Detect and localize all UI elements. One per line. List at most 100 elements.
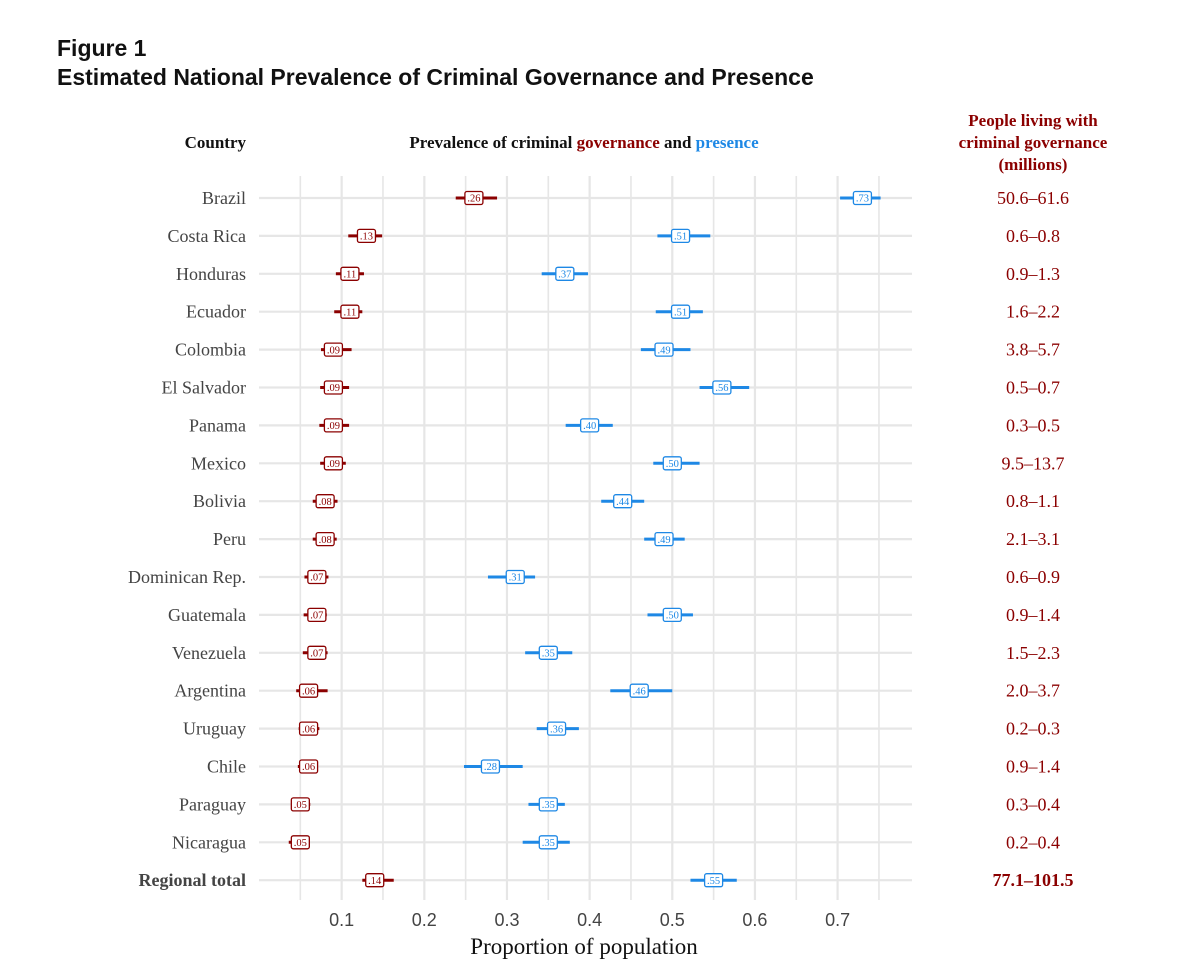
people-range-label: 50.6–61.6: [997, 188, 1069, 208]
governance-point: .26: [455, 190, 498, 206]
presence-point: .51: [657, 228, 711, 244]
people-range-label: 0.3–0.5: [1006, 415, 1060, 435]
presence-estimate-box: [538, 645, 558, 660]
country-label: Chile: [207, 757, 246, 777]
country-row: Paraguay .05 .35 0.3–0.4: [179, 794, 1060, 814]
people-range-label: 0.8–1.1: [1006, 491, 1060, 511]
governance-estimate-box: [298, 721, 319, 736]
x-tick-label: 0.5: [660, 910, 685, 930]
presence-estimate-box: [629, 683, 649, 698]
people-range-label: 0.3–0.4: [1006, 794, 1060, 814]
governance-point: .06: [297, 759, 319, 774]
presence-estimate-box: [538, 797, 558, 812]
country-label: Panama: [189, 415, 246, 435]
governance-point: .06: [298, 721, 320, 736]
country-label: Colombia: [175, 340, 246, 360]
people-range-label: 2.0–3.7: [1006, 681, 1060, 701]
governance-estimate-box: [298, 759, 319, 774]
people-range-label: 0.9–1.4: [1006, 757, 1060, 777]
governance-point: .13: [348, 228, 383, 244]
governance-estimate-box: [290, 835, 310, 850]
country-row: Mexico .09 .50 9.5–13.7: [191, 453, 1064, 473]
governance-point: .09: [319, 418, 350, 433]
people-column-header-line-2: criminal governance: [959, 133, 1108, 152]
governance-estimate-box: [323, 380, 344, 395]
country-row: Brazil .26 .73 50.6–61.6: [202, 188, 1069, 208]
governance-estimate-box: [323, 418, 344, 433]
governance-estimate-box: [307, 569, 327, 585]
presence-estimate-label: .40: [583, 421, 596, 432]
rows-layer: Brazil .26 .73 50.6–61.6 Costa Rica .13 .51 0.6…: [128, 188, 1073, 890]
governance-estimate-box: [340, 266, 360, 281]
people-range-label: 0.6–0.8: [1006, 226, 1060, 246]
governance-estimate-label: .09: [327, 383, 340, 394]
governance-estimate-box: [365, 873, 385, 888]
governance-estimate-label: .09: [327, 345, 340, 356]
governance-estimate-label: .05: [294, 800, 307, 811]
governance-estimate-label: .06: [302, 762, 315, 773]
x-tick-label: 0.7: [825, 910, 850, 930]
presence-estimate-label: .51: [674, 232, 687, 243]
figure-title: Estimated National Prevalence of Crimina…: [57, 64, 814, 90]
people-column-header-line-3: (millions): [999, 155, 1068, 174]
presence-estimate-label: .44: [616, 497, 630, 508]
people-range-label: 2.1–3.1: [1006, 529, 1060, 549]
x-axis: 0.1 0.2 0.3 0.4 0.5 0.6 0.7: [329, 910, 850, 930]
governance-estimate-label: .09: [327, 459, 340, 470]
presence-estimate-box: [703, 873, 724, 888]
x-tick-label: 0.1: [329, 910, 354, 930]
presence-point: .51: [655, 304, 703, 319]
country-label: Bolivia: [193, 491, 246, 511]
presence-estimate-box: [480, 759, 501, 774]
governance-estimate-label: .11: [344, 307, 357, 318]
presence-estimate-label: .73: [856, 194, 869, 205]
prevalence-header-prefix: Prevalence of criminal: [409, 133, 576, 152]
presence-estimate-label: .50: [666, 459, 679, 470]
figure-label: Figure 1: [57, 35, 147, 61]
presence-point: .40: [565, 418, 613, 433]
x-tick-label: 0.2: [412, 910, 437, 930]
prevalence-header-middle: and: [660, 133, 696, 152]
prevalence-header-presence: presence: [696, 133, 759, 152]
governance-estimate-label: .06: [302, 724, 315, 735]
people-range-label: 3.8–5.7: [1006, 340, 1060, 360]
governance-estimate-box: [323, 342, 344, 357]
governance-point: .08: [312, 494, 338, 509]
people-range-label: 0.5–0.7: [1006, 378, 1060, 398]
presence-estimate-box: [505, 569, 525, 585]
governance-point: .09: [320, 342, 352, 357]
presence-estimate-label: .35: [542, 649, 555, 660]
figure-heading: Figure 1 Estimated National Prevalence o…: [57, 34, 814, 92]
country-column-header: Country: [185, 133, 247, 152]
presence-estimate-label: .36: [550, 724, 563, 735]
country-row: Ecuador .11 .51 1.6–2.2: [186, 302, 1060, 322]
presence-point: .73: [840, 190, 881, 206]
governance-estimate-label: .14: [368, 876, 382, 887]
presence-estimate-box: [852, 190, 873, 206]
presence-point: .28: [463, 759, 523, 774]
governance-point: .05: [288, 835, 310, 850]
country-row: Regional total .14 .55 77.1–101.5: [139, 870, 1074, 890]
country-label: Nicaragua: [172, 832, 246, 852]
country-row: Costa Rica .13 .51 0.6–0.8: [168, 226, 1061, 246]
presence-estimate-label: .50: [666, 611, 679, 622]
governance-estimate-label: .08: [319, 535, 332, 546]
governance-point: .08: [312, 531, 337, 547]
presence-estimate-label: .37: [558, 270, 571, 281]
grid-layer: [259, 176, 912, 900]
governance-estimate-box: [290, 797, 310, 812]
country-label: Guatemala: [168, 605, 246, 625]
governance-estimate-label: .07: [310, 573, 323, 584]
governance-point: .05: [290, 797, 311, 812]
presence-estimate-box: [555, 266, 575, 281]
country-row: Venezuela .07 .35 1.5–2.3: [172, 643, 1060, 663]
presence-estimate-box: [662, 456, 682, 471]
presence-estimate-label: .35: [542, 838, 555, 849]
people-range-label: 0.6–0.9: [1006, 567, 1060, 587]
people-range-label: 1.6–2.2: [1006, 302, 1060, 322]
governance-estimate-box: [464, 190, 484, 206]
country-row: Chile .06 .28 0.9–1.4: [207, 757, 1060, 777]
governance-estimate-box: [307, 607, 327, 623]
country-row: Panama .09 .40 0.3–0.5: [189, 415, 1060, 435]
governance-estimate-box: [307, 645, 327, 660]
